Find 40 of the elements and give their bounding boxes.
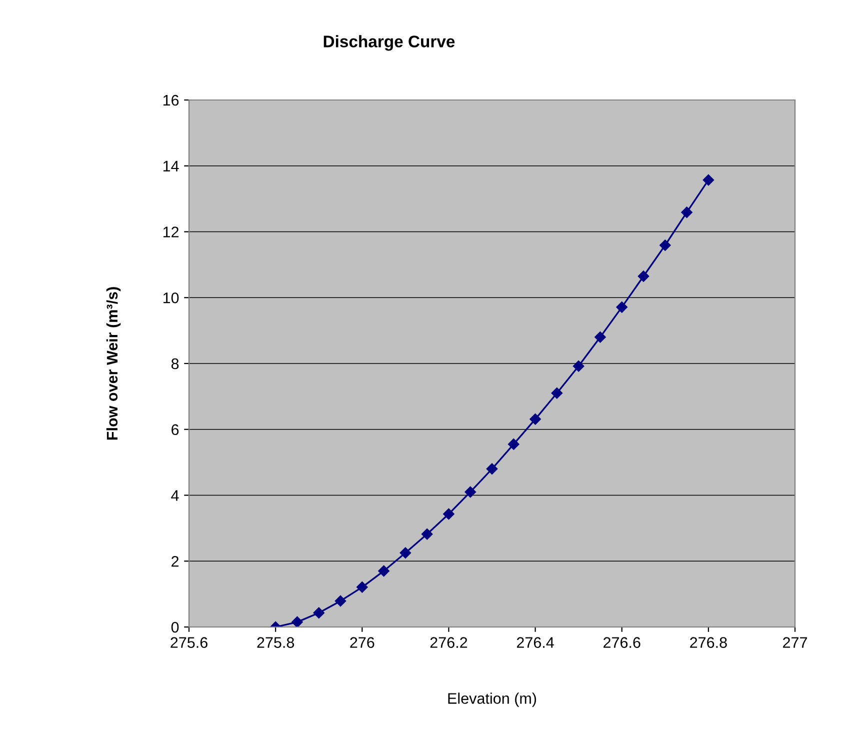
chart-title: Discharge Curve — [324, 35, 455, 51]
point — [486, 463, 498, 475]
y-tick-label: 14 — [163, 160, 179, 172]
point — [508, 438, 520, 450]
point — [551, 388, 563, 399]
point — [313, 607, 324, 618]
y-tick-label: 2 — [172, 556, 179, 567]
point — [464, 486, 476, 498]
point — [334, 595, 346, 607]
x-tick-label: 276.2 — [430, 637, 468, 648]
y-tick-label: 10 — [163, 292, 179, 304]
x-axis-title: Elevation (m) — [448, 692, 536, 707]
x-tick-label: 276.6 — [604, 637, 640, 648]
point — [681, 206, 692, 218]
y-tick-label: 6 — [172, 424, 179, 436]
y-tick-label: 4 — [171, 490, 179, 501]
point — [638, 270, 650, 282]
point — [616, 302, 628, 313]
x-tick-label: 275.8 — [257, 637, 294, 648]
x-tick-label: 276.8 — [690, 637, 727, 648]
y-tick-label: 8 — [171, 358, 179, 370]
point — [594, 332, 606, 343]
point — [702, 174, 714, 186]
x-tick-label: 276.4 — [516, 637, 554, 648]
x-tick-label: 275.6 — [170, 637, 208, 648]
point — [421, 528, 433, 540]
y-tick-label: 16 — [163, 94, 179, 106]
point — [660, 240, 671, 251]
point — [443, 508, 454, 520]
point — [572, 360, 584, 372]
point — [292, 616, 303, 627]
x-tick-label: 277 — [783, 637, 807, 648]
point — [400, 547, 412, 558]
point — [356, 582, 368, 593]
point — [378, 565, 390, 577]
x-tick-label: 276 — [350, 637, 374, 648]
y-tick-label: 0 — [171, 622, 179, 633]
point — [530, 414, 541, 425]
y-axis-title: Flow over Weir (m³/s) — [106, 287, 121, 440]
y-tick-label: 12 — [163, 226, 179, 238]
